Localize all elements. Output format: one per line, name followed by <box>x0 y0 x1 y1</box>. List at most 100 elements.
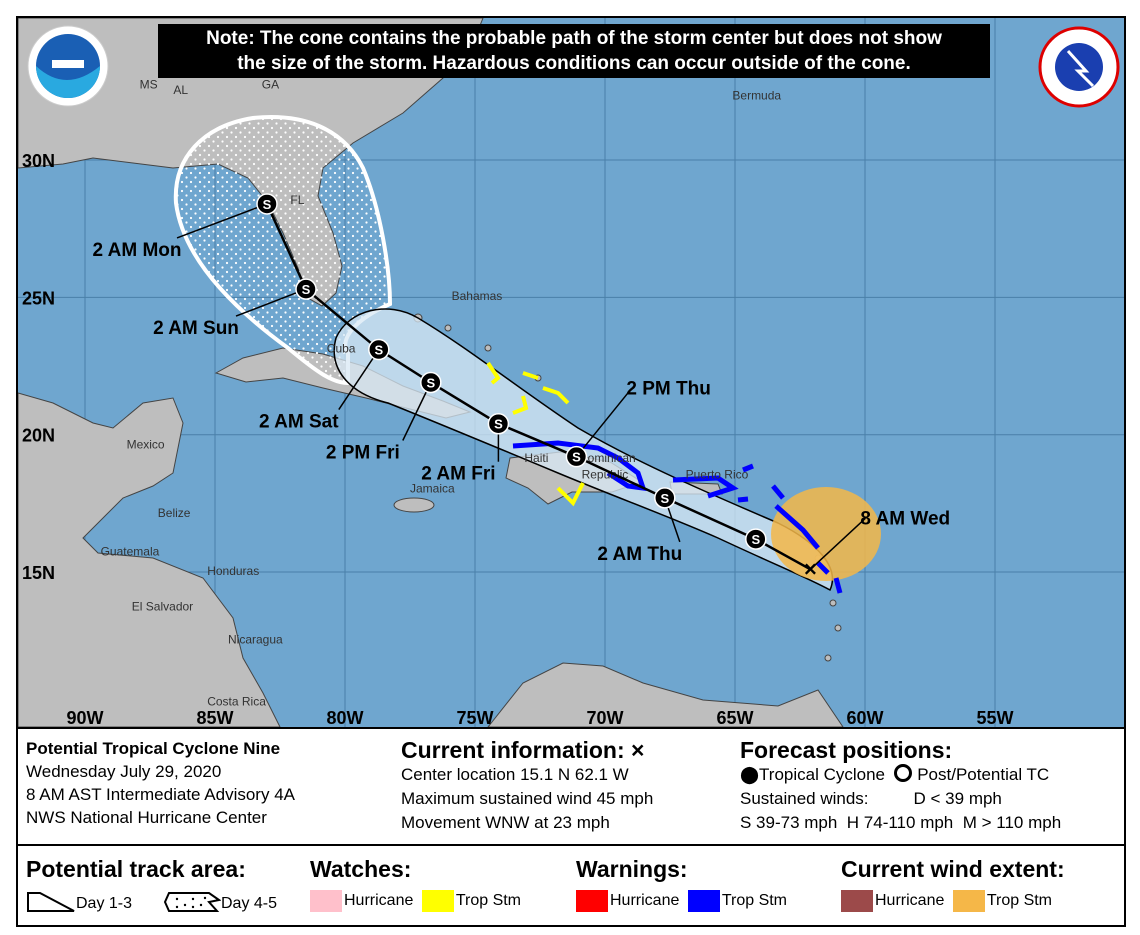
legend-watches: Hurricane Trop Stm <box>310 890 521 912</box>
forecast-point <box>420 371 442 394</box>
lon-label: 90W <box>66 708 103 727</box>
forecast-key: Forecast positions: ⬤Tropical Cyclone Po… <box>740 737 1120 835</box>
forecast-point <box>565 445 588 468</box>
legend-wind: Hurricane Trop Stm <box>841 890 1052 912</box>
tc-label: Tropical Cyclone <box>759 765 886 784</box>
watch-trop-stm <box>486 361 585 507</box>
place-label: Bahamas <box>452 289 503 303</box>
forecast-time-label: 2 AM Sat <box>259 412 339 433</box>
intensity-letter: S <box>660 491 669 506</box>
warning-trop-stm <box>512 440 843 594</box>
day13-cone-icon <box>27 892 75 912</box>
forecast-time-label: 2 AM Thu <box>597 544 682 565</box>
cat-m: M > 110 mph <box>962 813 1062 832</box>
noaa-logo <box>27 25 109 107</box>
advisory-number: 8 AM AST Intermediate Advisory 4A <box>26 785 295 804</box>
forecast-time-label: 2 AM Mon <box>92 240 181 261</box>
wind-hurricane-swatch <box>841 890 873 912</box>
warn-hurricane-swatch <box>576 890 608 912</box>
place-label: FL <box>290 193 304 207</box>
sustained-label: Sustained winds: <box>740 789 869 808</box>
cat-h: H 74-110 mph <box>846 813 954 832</box>
place-label: AL <box>173 83 188 97</box>
intensity-letter: S <box>374 343 383 358</box>
day45-label: Day 4-5 <box>221 895 278 912</box>
wind-hurricane-label: Hurricane <box>875 892 945 910</box>
label-leaders <box>176 203 866 570</box>
place-label: Mexico <box>127 437 165 451</box>
lon-label: 60W <box>846 708 883 727</box>
leader-line <box>176 203 268 239</box>
place-label: Belize <box>158 506 191 520</box>
map: MS AL GA FL Bermuda Bahamas Cuba Haiti Dominican… <box>18 18 1124 729</box>
wind-extent-title: Current wind extent: <box>841 856 1065 882</box>
lon-label: 85W <box>196 708 233 727</box>
open-circle-icon <box>894 764 913 782</box>
note-line-2: the size of the storm. Hazardous conditi… <box>237 53 911 74</box>
legend-day45: Day 4-5 <box>163 890 277 919</box>
forecast-time-label: 2 AM Fri <box>421 464 495 485</box>
forecast-time-label: 2 PM Fri <box>326 443 400 464</box>
intensity-letter: S <box>302 282 311 297</box>
cat-s: S 39-73 mph <box>740 813 838 832</box>
place-label: Jamaica <box>410 481 455 495</box>
land-south-america <box>487 662 844 727</box>
nws-logo <box>1038 26 1120 108</box>
lat-label: 20N <box>22 426 55 446</box>
current-info-title: Current information: × <box>401 737 645 763</box>
place-label: Republic <box>582 468 629 482</box>
forecast-title: Forecast positions: <box>740 737 953 763</box>
land-central-america <box>18 392 281 727</box>
place-label: Nicaragua <box>228 632 283 646</box>
forecast-points: × S S S S S S S S <box>256 193 817 581</box>
current-info: Current information: × Center location 1… <box>401 737 653 835</box>
place-label: Bermuda <box>732 89 781 103</box>
lon-label: 55W <box>976 708 1013 727</box>
legend-day13: Day 1-3 <box>26 890 132 919</box>
forecast-point <box>295 278 317 300</box>
legend: Potential track area: Day 1-3 Day 4-5 Wa… <box>18 846 1124 925</box>
issuing-center: NWS National Hurricane Center <box>26 808 267 827</box>
forecast-point <box>368 338 390 361</box>
place-label: GA <box>262 78 279 92</box>
warn-ts-swatch <box>687 890 720 912</box>
forecast-time-label: 2 PM Thu <box>626 379 710 400</box>
warn-ts-label: Trop Stm <box>721 892 788 910</box>
leader-line <box>338 349 380 410</box>
current-position-x: × <box>804 556 817 581</box>
land <box>18 18 844 727</box>
place-label: Dominican <box>579 451 636 465</box>
intensity-letter: S <box>263 197 272 212</box>
leader-line <box>809 517 866 570</box>
forecast-labels: 8 AM Wed 2 AM Thu 2 PM Thu 2 AM Fri 2 PM Fri… <box>92 240 950 565</box>
watches-title: Watches: <box>310 856 412 882</box>
wind-ts-swatch <box>952 890 985 912</box>
center-location: Center location 15.1 N 62.1 W <box>401 765 629 784</box>
intensity-letter: S <box>494 417 503 432</box>
info-panel: Potential Tropical Cyclone Nine Wednesda… <box>18 729 1124 846</box>
leader-line <box>575 388 632 458</box>
place-label: MS <box>140 78 158 92</box>
wind-extent-trop-stm <box>771 487 881 581</box>
storm-info: Potential Tropical Cyclone Nine Wednesda… <box>26 737 295 829</box>
intensity-letter: S <box>751 532 760 547</box>
warn-hurricane-label: Hurricane <box>610 892 680 910</box>
ptc-label: Post/Potential TC <box>917 765 1050 784</box>
lat-label: 25N <box>22 288 55 308</box>
note-line-1: Note: The cone contains the probable pat… <box>206 28 942 49</box>
forecast-point <box>256 193 278 215</box>
wind-ts-label: Trop Stm <box>986 892 1053 910</box>
cat-d: D < 39 mph <box>913 789 1002 808</box>
day45-cone-icon <box>163 892 222 912</box>
cone-note: Note: The cone contains the probable pat… <box>158 24 990 78</box>
advisory-date: Wednesday July 29, 2020 <box>26 762 222 781</box>
warnings-title: Warnings: <box>576 856 688 882</box>
forecast-point <box>654 487 676 509</box>
forecast-point <box>487 412 510 435</box>
leader-line <box>235 288 307 317</box>
forecast-graphic: MS AL GA FL Bermuda Bahamas Cuba Haiti Dominican… <box>16 16 1126 927</box>
place-labels: MS AL GA FL Bermuda Bahamas Cuba Haiti Dominican… <box>101 78 782 709</box>
lat-label: 15N <box>22 563 55 583</box>
map-svg: MS AL GA FL Bermuda Bahamas Cuba Haiti Dominican… <box>18 18 1124 727</box>
place-label: Puerto Rico <box>686 468 749 482</box>
